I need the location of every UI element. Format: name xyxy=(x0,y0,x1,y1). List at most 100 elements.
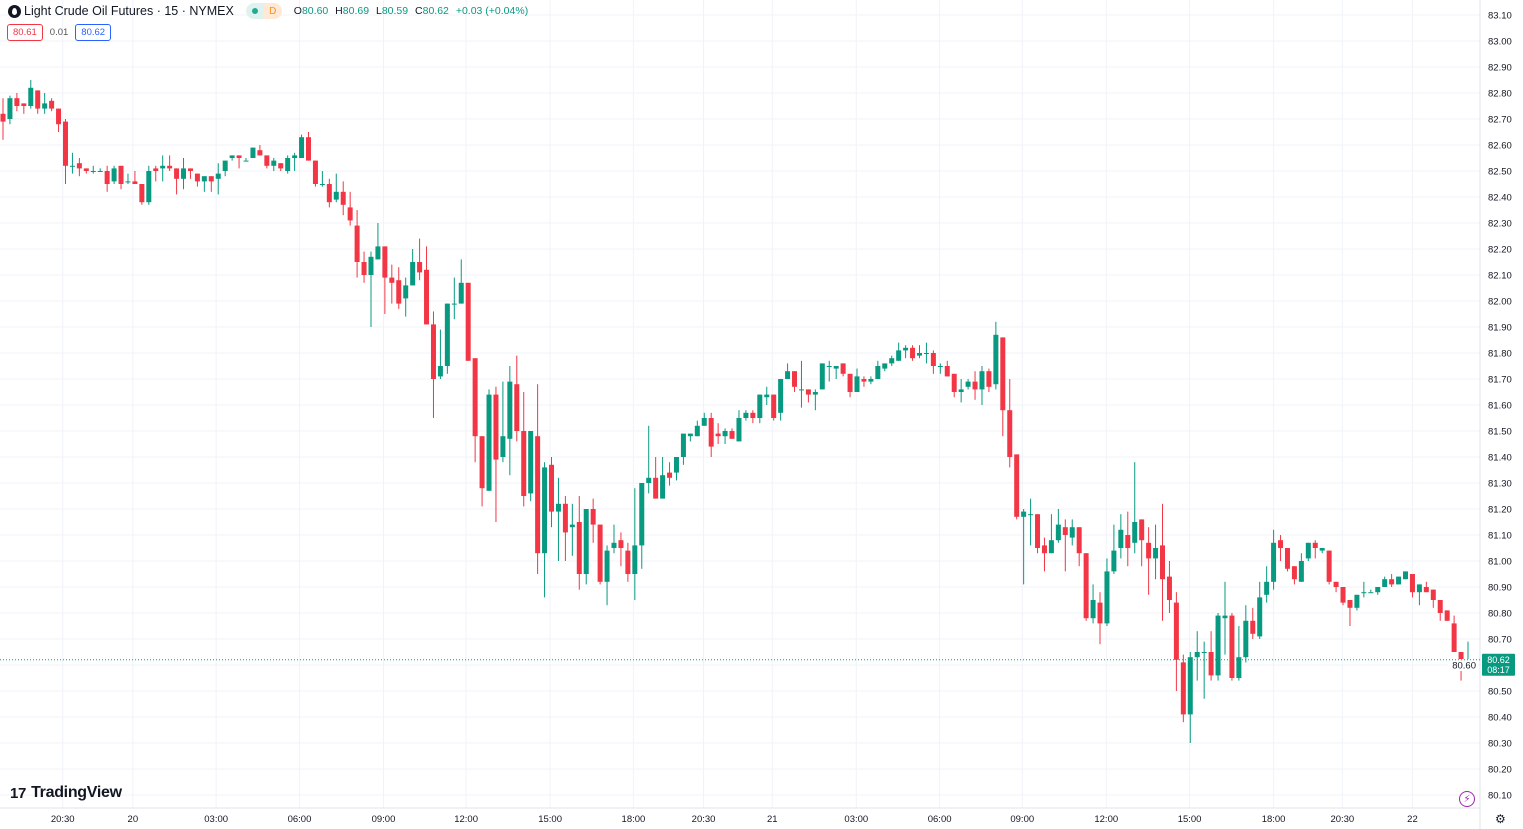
candle-down xyxy=(1000,337,1006,437)
tradingview-logo[interactable]: 17 TradingView xyxy=(10,784,122,802)
buy-button[interactable]: 80.62 xyxy=(75,24,112,41)
candle-body xyxy=(611,542,617,548)
high-value: 80.69 xyxy=(342,5,370,17)
sell-button[interactable]: 80.61 xyxy=(7,24,43,41)
candle-body xyxy=(1041,545,1047,554)
market-open-dot-icon xyxy=(245,3,264,19)
candle-body xyxy=(139,184,145,203)
candle-body xyxy=(1416,584,1422,593)
candle-down xyxy=(278,163,284,171)
candle-up xyxy=(1354,594,1360,611)
price-tick-label: 80.60 xyxy=(1452,661,1476,672)
candle-down xyxy=(986,368,992,392)
candle-up xyxy=(146,165,152,205)
candle-up xyxy=(1361,581,1367,598)
candle-up xyxy=(243,158,249,162)
candle-body xyxy=(521,431,527,496)
market-status-pill[interactable]: D xyxy=(245,3,282,19)
candle-body xyxy=(660,475,666,499)
candle-up xyxy=(271,158,277,171)
candle-body xyxy=(687,433,693,437)
candle-down xyxy=(805,389,811,403)
time-tick-label: 20 xyxy=(128,814,139,825)
candle-body xyxy=(333,191,339,200)
candle-body xyxy=(1264,581,1270,595)
low-value: 80.59 xyxy=(381,5,409,17)
candle-body xyxy=(604,550,610,582)
time-axis[interactable]: 20:30 20 03:00 06:00 09:00 12:00 15:00 18:00 20:… xyxy=(51,814,1418,825)
candle-body xyxy=(1104,571,1110,624)
candle-body xyxy=(1007,410,1013,457)
candle-body xyxy=(181,168,187,179)
candle-body xyxy=(215,173,221,179)
change-value: +0.03 (+0.04%) xyxy=(455,5,529,17)
candle-down xyxy=(1423,581,1429,593)
price-tick-label: 82.90 xyxy=(1488,63,1512,74)
time-tick-label: 12:00 xyxy=(1094,814,1118,825)
candle-body xyxy=(160,165,166,169)
candle-body xyxy=(493,394,499,460)
candle-body xyxy=(389,277,395,283)
candle-body xyxy=(840,363,846,374)
price-tick-label: 82.40 xyxy=(1488,193,1512,204)
candle-body xyxy=(451,303,457,305)
candle-body xyxy=(444,303,450,366)
candle-body xyxy=(861,379,867,382)
candle-down xyxy=(21,103,27,114)
candle-down xyxy=(1180,654,1186,723)
candle-up xyxy=(923,342,929,364)
candle-down xyxy=(174,168,180,195)
candle-up xyxy=(97,168,103,172)
price-tick-label: 81.50 xyxy=(1488,427,1512,438)
candle-up xyxy=(1403,571,1409,580)
candle-up xyxy=(833,366,839,379)
candle-down xyxy=(1041,537,1047,572)
candle-body xyxy=(125,181,131,183)
candle-up xyxy=(1243,605,1249,663)
candle-body xyxy=(507,381,513,439)
candle-body xyxy=(1201,652,1207,653)
candle-down xyxy=(514,355,520,442)
time-tick-label: 22 xyxy=(1407,814,1418,825)
candle-down xyxy=(1007,379,1013,468)
candle-down xyxy=(257,145,263,156)
candle-body xyxy=(1319,548,1325,551)
candle-down xyxy=(1083,553,1089,621)
candle-body xyxy=(826,366,832,367)
price-axis[interactable]: 83.10 83.00 82.90 82.80 82.70 82.60 82.50 82.40… xyxy=(1448,11,1512,802)
candle-up xyxy=(1055,509,1061,543)
candle-body xyxy=(1278,540,1284,548)
open-label: O xyxy=(293,5,302,17)
candle-body xyxy=(562,503,568,533)
lightning-icon[interactable]: ⚡︎ xyxy=(1459,791,1475,807)
candle-body xyxy=(153,168,159,171)
candle-body xyxy=(1250,620,1256,634)
candle-body xyxy=(375,246,381,260)
candle-up xyxy=(1271,529,1277,590)
candle-down xyxy=(618,532,624,567)
time-tick-label: 03:00 xyxy=(204,814,228,825)
price-tick-label: 81.90 xyxy=(1488,323,1512,334)
candle-down xyxy=(521,392,527,507)
candle-body xyxy=(1166,576,1172,600)
candle-up xyxy=(611,524,617,554)
candle-up xyxy=(1222,581,1228,655)
candle-down xyxy=(1014,454,1020,520)
candle-up xyxy=(528,431,534,502)
candle-body xyxy=(708,418,714,447)
candle-down xyxy=(312,160,318,187)
candle-up xyxy=(7,95,13,125)
candle-up xyxy=(1305,542,1311,561)
candle-body xyxy=(993,334,999,385)
time-tick-label: 18:00 xyxy=(1262,814,1286,825)
candle-body xyxy=(1076,527,1082,554)
candle-body xyxy=(132,181,138,184)
candle-body xyxy=(417,262,423,273)
candle-up xyxy=(785,363,791,379)
symbol-title[interactable]: Light Crude Oil Futures · 15 · NYMEX xyxy=(24,4,234,18)
candle-down xyxy=(361,251,367,283)
candle-up xyxy=(1153,524,1159,580)
candle-down xyxy=(951,373,957,398)
gear-icon[interactable]: ⚙︎ xyxy=(1495,812,1506,826)
